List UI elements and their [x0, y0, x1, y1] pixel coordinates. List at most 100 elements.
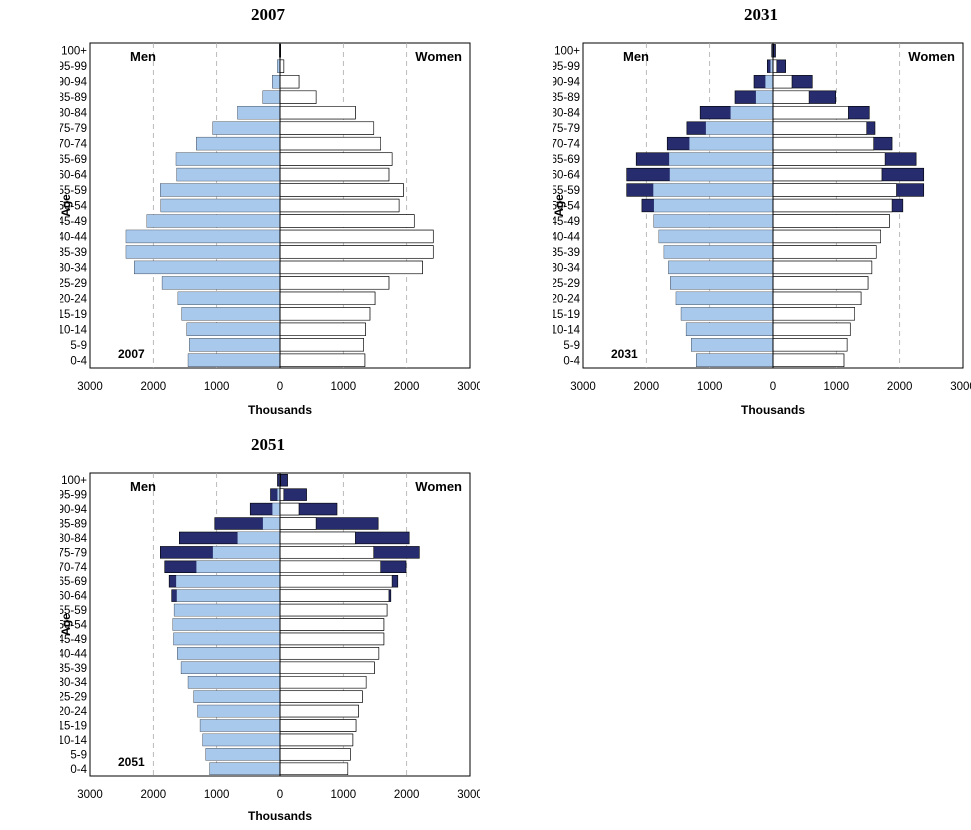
bar-women-base-65-69	[772, 152, 886, 166]
y-tick-label: 5-9	[70, 340, 87, 352]
bar-men-base-95-99	[770, 59, 773, 73]
chart-title: 2051	[251, 435, 285, 454]
y-tick-label: 70-74	[553, 139, 581, 151]
y-tick-label: 65-69	[60, 576, 87, 588]
y-tick-label: 20-24	[60, 293, 88, 305]
bar-women-base-85-89	[772, 90, 810, 104]
bar-women-base-90-94	[772, 75, 793, 89]
bar-women-base-50-54	[772, 198, 893, 213]
bar-women-base-60-64	[279, 589, 390, 602]
bar-men-base-50-54	[653, 199, 773, 212]
bar-women-base-55-59	[279, 183, 404, 197]
bar-women-base-20-24	[279, 291, 376, 306]
bar-men-base-85-89	[262, 90, 280, 104]
bar-women-base-0-4	[772, 353, 845, 367]
y-tick-label: 25-29	[60, 692, 87, 704]
bar-men-base-60-64	[669, 168, 773, 181]
bar-women-base-85-89	[279, 90, 317, 104]
bar-men-base-80-84	[730, 106, 773, 119]
x-tick-label: 3000	[570, 381, 596, 393]
bar-men-base-65-69	[669, 152, 773, 166]
bar-women-base-45-49	[772, 214, 890, 228]
bar-women-base-10-14	[772, 322, 851, 336]
bar-men-base-65-69	[176, 575, 280, 588]
bar-men-base-85-89	[755, 90, 773, 104]
y-tick-label: 85-89	[60, 92, 87, 104]
bar-women-base-60-64	[772, 167, 883, 182]
y-tick-label: 5-9	[563, 340, 580, 352]
y-tick-label: 60-64	[60, 591, 88, 603]
bar-men-base-25-29	[162, 276, 280, 290]
y-tick-label: 20-24	[60, 706, 88, 718]
pyramid-svg-2051: 2051 0-4 5-9 10-14 15-19 20-24 25-29 30-34 35-39…	[58, 435, 483, 823]
bar-men-base-80-84	[237, 532, 280, 544]
women-label: Women	[415, 49, 462, 64]
bar-men-base-35-39	[664, 245, 773, 259]
pyramid-chart-2051: 2051 0-4 5-9 10-14 15-19 20-24 25-29 30-34 35-39…	[58, 430, 483, 830]
chart-title: 2007	[251, 5, 286, 24]
bar-men-base-55-59	[160, 183, 280, 197]
x-axis-label: Thousands	[248, 809, 312, 823]
y-tick-label: 95-99	[553, 61, 580, 73]
bar-men-base-75-79	[212, 121, 280, 135]
bar-men-base-30-34	[188, 676, 280, 689]
y-tick-label: 85-89	[553, 92, 580, 104]
bar-men-base-15-19	[681, 307, 773, 321]
bar-women-base-75-79	[279, 546, 375, 559]
y-axis-label: Age	[60, 194, 73, 217]
x-tick-label: 1000	[697, 381, 723, 393]
bar-women-base-15-19	[279, 719, 357, 732]
bar-men-base-95-99	[277, 59, 280, 73]
bar-men-base-50-54	[172, 618, 280, 631]
bar-men-base-70-74	[196, 137, 280, 150]
bar-men-base-90-94	[272, 75, 280, 89]
bar-women-base-70-74	[772, 136, 874, 151]
bar-women-base-25-29	[772, 276, 869, 290]
bar-women-base-5-9	[772, 338, 848, 352]
y-tick-label: 80-84	[60, 108, 88, 120]
bar-women-base-30-34	[279, 260, 423, 275]
bar-women-base-55-59	[772, 183, 897, 197]
bar-women-base-20-24	[279, 704, 359, 718]
women-label: Women	[415, 479, 462, 494]
x-tick-label: 3000	[77, 381, 103, 393]
y-tick-label: 100+	[554, 46, 580, 58]
bar-women-base-60-64	[279, 167, 390, 182]
bar-women-base-10-14	[279, 733, 354, 747]
bar-men-base-60-64	[176, 168, 280, 181]
bar-men-base-10-14	[186, 322, 280, 336]
bar-women-base-90-94	[279, 75, 300, 89]
bar-men-base-85-89	[262, 517, 280, 530]
x-tick-label: 0	[277, 381, 283, 393]
bar-men-base-90-94	[272, 503, 280, 515]
bar-men-base-60-64	[176, 589, 280, 602]
bar-men-base-20-24	[676, 292, 773, 305]
y-tick-label: 90-94	[60, 504, 88, 516]
bar-women-100+	[279, 473, 288, 487]
x-tick-label: 0	[770, 381, 776, 393]
y-tick-label: 30-34	[60, 677, 88, 689]
y-tick-label: 0-4	[70, 764, 87, 776]
bar-men-base-20-24	[178, 292, 280, 305]
x-tick-label: 1000	[204, 381, 230, 393]
bar-women-base-5-9	[279, 748, 351, 761]
bar-men-base-30-34	[134, 261, 280, 274]
y-tick-label: 80-84	[553, 108, 581, 120]
bar-men-base-65-69	[176, 152, 280, 166]
bar-women-base-90-94	[279, 502, 300, 516]
x-tick-label: 1000	[331, 789, 357, 801]
y-tick-label: 10-14	[60, 324, 88, 336]
x-tick-label: 3000	[457, 789, 480, 801]
bar-men-base-95-99	[277, 488, 280, 501]
bar-men-base-40-44	[659, 230, 773, 243]
y-tick-label: 35-39	[60, 663, 87, 675]
bar-women-base-35-39	[772, 245, 877, 259]
bar-men-base-55-59	[174, 604, 280, 616]
bar-men-base-70-74	[196, 560, 280, 573]
x-axis-label: Thousands	[741, 403, 805, 415]
bar-men-base-40-44	[126, 230, 280, 243]
bar-men-base-55-59	[653, 183, 773, 197]
x-tick-label: 3000	[457, 381, 480, 393]
bar-women-base-40-44	[772, 229, 881, 244]
y-tick-label: 45-49	[60, 634, 87, 646]
